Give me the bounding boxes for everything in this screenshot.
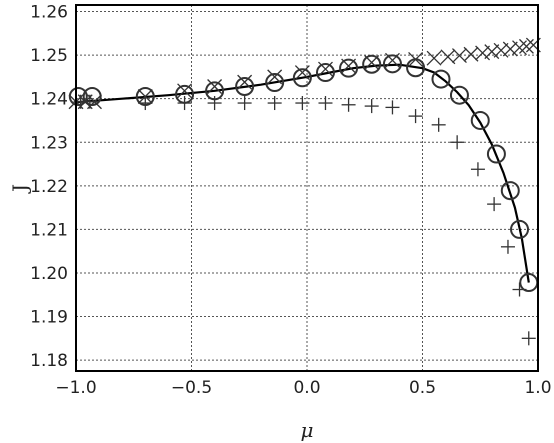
y-tick-label: 1.25 [30, 46, 68, 66]
circle-point [339, 58, 359, 78]
cross-point [475, 45, 491, 61]
plus-point [295, 96, 310, 111]
plus-point [237, 96, 252, 111]
circle-point [315, 63, 335, 83]
cross-point [364, 55, 380, 70]
tick-labels: −1.0 −0.5 0.0 0.5 1.0 1.18 1.19 1.20 1.21 1.22 1.2… [30, 3, 551, 398]
x-tick-label: 0.5 [409, 378, 436, 398]
plus-point [500, 239, 515, 254]
cross-point [207, 79, 223, 94]
cross-point [493, 42, 509, 58]
circle-point [235, 76, 255, 96]
fit-line [75, 63, 530, 283]
x-tick-label: 1.0 [524, 378, 551, 398]
y-tick-label: 1.24 [30, 90, 68, 110]
y-tick-label: 1.21 [30, 220, 68, 240]
plus-point [521, 331, 536, 346]
plus-point [318, 96, 333, 111]
cross-point [237, 74, 253, 90]
y-axis-label: J [8, 184, 32, 194]
circle-point [382, 54, 402, 74]
x-tick-label: 0.0 [293, 378, 320, 398]
circle-point [82, 87, 102, 106]
circle-point [486, 144, 506, 164]
cross-point [512, 40, 527, 56]
y-tick-label: 1.23 [30, 133, 68, 153]
plus-point [450, 135, 465, 150]
y-tick-label: 1.26 [30, 3, 68, 23]
cross-point [502, 41, 518, 57]
cross-point [294, 65, 310, 80]
markers [68, 37, 541, 346]
circle-point [510, 219, 530, 239]
plus-point [470, 162, 485, 177]
plus-point [82, 94, 97, 109]
circle-point [68, 87, 88, 106]
plus-point [177, 96, 192, 111]
plus-point [487, 197, 502, 212]
plus-point [408, 109, 423, 124]
plus-point [431, 117, 446, 132]
circle-point [449, 85, 469, 105]
x-tick-label: −0.5 [171, 378, 212, 398]
cross-point [426, 50, 442, 66]
y-tick-label: 1.19 [30, 308, 68, 328]
plus-point [341, 97, 356, 112]
fit-curve [75, 63, 530, 283]
plus-point [385, 100, 400, 115]
y-tick-label: 1.20 [30, 264, 68, 284]
plus-point [207, 96, 222, 111]
y-tick-label: 1.22 [30, 177, 68, 197]
grid-lines [76, 5, 538, 371]
plot-frame [75, 4, 539, 372]
cross-point [318, 61, 333, 77]
circle-point [431, 69, 451, 89]
circle-point [362, 54, 382, 74]
cross-point [484, 44, 500, 60]
plus-point [364, 99, 379, 114]
plus-point [267, 96, 282, 111]
plus-point [512, 282, 527, 297]
circle-point [500, 181, 520, 201]
y-tick-label: 1.18 [30, 351, 68, 371]
cross-point [341, 58, 357, 74]
circle-point [470, 110, 490, 130]
x-tick-label: −1.0 [55, 378, 96, 398]
cross-point [408, 52, 424, 67]
circle-point [265, 73, 285, 93]
plus-point [138, 96, 153, 111]
x-axis-label: μ [301, 418, 314, 442]
cross-point [518, 38, 534, 54]
cross-point [267, 69, 283, 85]
circle-point [292, 68, 312, 88]
cross-point [385, 52, 400, 68]
cross-point [177, 83, 193, 99]
